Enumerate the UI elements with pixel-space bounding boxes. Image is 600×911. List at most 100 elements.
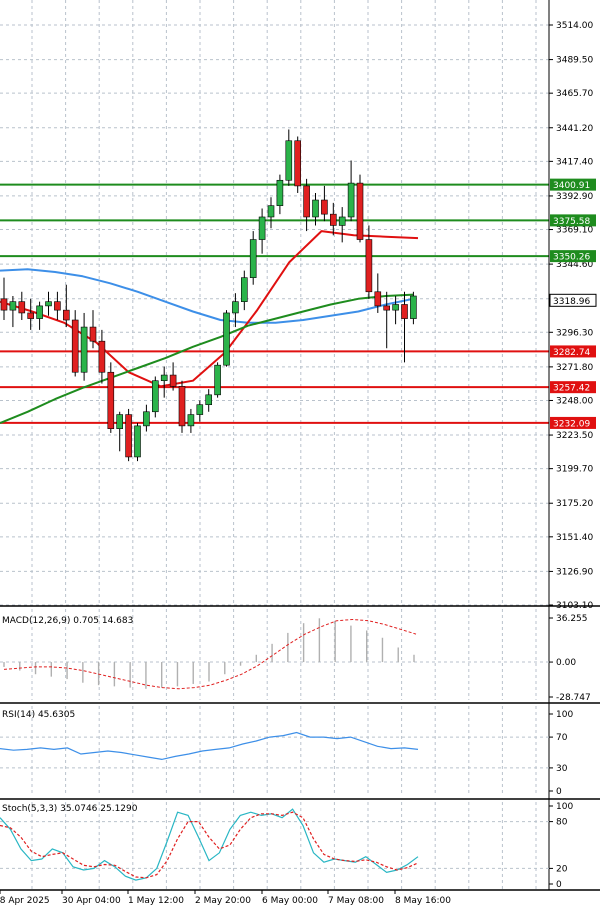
price-tick-label: 3271.80 — [556, 363, 593, 373]
candle-body — [303, 185, 310, 218]
moving-average-lines — [0, 230, 419, 425]
ma-line — [0, 293, 414, 425]
candle-body — [249, 239, 257, 278]
price-tick-label: 3151.40 — [556, 533, 593, 543]
level-label: 3282.74 — [553, 348, 590, 358]
candle-body — [338, 216, 346, 226]
candle-body — [392, 304, 399, 311]
time-tick-label: 1 May 12:00 — [128, 896, 184, 906]
price-tick-label: 3223.50 — [556, 431, 593, 441]
candle-body — [374, 291, 382, 307]
candle-body — [410, 295, 417, 319]
time-tick-label: 7 May 08:00 — [328, 896, 384, 906]
price-tick-label: 3344.60 — [556, 260, 593, 270]
macd-title: MACD(12,26,9) 0.705 14.683 — [2, 616, 133, 626]
candle-body — [285, 140, 293, 181]
price-tick-label: 3465.70 — [556, 89, 593, 99]
candle-body — [356, 182, 364, 240]
macd-tick-label: 0.00 — [556, 658, 576, 668]
candle-body — [36, 305, 43, 319]
candle-body — [178, 386, 186, 427]
candle-body — [205, 394, 212, 406]
price-axis: 3514.00 3489.50 3465.70 3441.20 3417.40 3392.… — [0, 0, 600, 891]
candle-body — [152, 380, 159, 413]
current-price-label: 3318.96 — [553, 297, 590, 307]
candle-body — [116, 414, 123, 429]
candle-body — [312, 199, 319, 218]
candle-body — [0, 298, 8, 311]
level-label-box — [550, 214, 596, 227]
candle-body — [276, 179, 284, 206]
candle-body — [365, 239, 373, 293]
candle-body — [241, 277, 248, 302]
candle-body — [232, 301, 239, 314]
rsi-title: RSI(14) 45.6305 — [2, 710, 75, 720]
price-tick-label: 3369.10 — [556, 226, 593, 236]
stoch-tick-label: 0 — [556, 880, 562, 890]
level-label: 3400.91 — [553, 181, 590, 191]
candle-body — [347, 182, 355, 218]
candle-body — [214, 364, 221, 396]
candle-body — [187, 414, 195, 427]
candle-body — [125, 414, 132, 458]
candle-body — [27, 312, 35, 319]
candle-body — [160, 374, 168, 382]
stoch-panel: 100 80 20 0 — [0, 802, 573, 890]
price-tick-label: 3514.00 — [556, 21, 593, 31]
candle-body — [294, 140, 302, 187]
macd-tick-label: -28.747 — [556, 693, 591, 703]
candle-body — [98, 340, 106, 373]
rsi-tick-label: 70 — [556, 733, 568, 743]
candle-body — [54, 301, 61, 311]
price-tick-label: 3126.90 — [556, 567, 593, 577]
rsi-tick-label: 100 — [556, 710, 573, 720]
candle-body — [267, 205, 275, 218]
candles — [0, 129, 417, 462]
price-tick-label: 3175.20 — [556, 499, 593, 509]
candle-body — [196, 404, 204, 415]
rsi-tick-label: 0 — [556, 787, 562, 797]
level-label: 3350.26 — [553, 253, 590, 263]
candle-body — [71, 319, 79, 373]
candle-body — [321, 199, 328, 215]
price-tick-label: 3489.50 — [556, 56, 593, 66]
candle-body — [143, 411, 150, 427]
candle-body — [223, 312, 230, 366]
candle-body — [80, 326, 88, 373]
price-tick-label: 3417.40 — [556, 157, 593, 167]
stoch-title: Stoch(5,3,3) 35.0746 25.1290 — [2, 804, 138, 814]
candle-body — [9, 301, 17, 311]
rsi-panel: 100 70 30 0 — [0, 710, 573, 797]
candle-body — [401, 304, 408, 319]
stoch-tick-label: 100 — [556, 802, 573, 812]
ma-line — [0, 268, 414, 324]
rsi-line — [0, 731, 419, 761]
stoch-tick-label: 20 — [556, 864, 568, 874]
current-price-box — [549, 293, 597, 307]
level-label-box — [550, 250, 596, 263]
stoch-k-line — [0, 808, 419, 881]
candle-body — [89, 326, 97, 342]
macd-panel: 36.255 0.00 -28.747 — [0, 614, 591, 703]
candle-body — [329, 213, 337, 226]
candle-body — [18, 301, 26, 314]
support-resistance-lines — [0, 183, 549, 424]
time-axis: 28 Apr 2025 30 Apr 04:00 1 May 12:00 2 May … — [0, 890, 451, 906]
candle-body — [169, 374, 177, 387]
macd-tick-label: 36.255 — [556, 614, 588, 624]
candle-body — [62, 309, 70, 321]
stoch-tick-label: 80 — [556, 818, 568, 828]
ma-line — [0, 230, 419, 388]
candle-body — [107, 371, 115, 429]
grid-layer — [0, 0, 549, 890]
candle-body — [258, 216, 266, 240]
level-label: 3232.09 — [553, 419, 590, 429]
price-tick-label: 3248.00 — [556, 396, 593, 406]
rsi-tick-label: 30 — [556, 764, 568, 774]
price-tick-label: 3296.30 — [556, 328, 593, 338]
time-tick-label: 2 May 20:00 — [195, 896, 251, 906]
level-label-box — [550, 416, 596, 429]
price-tick-label: 3392.90 — [556, 192, 593, 202]
price-tick-label: 3441.20 — [556, 124, 593, 134]
